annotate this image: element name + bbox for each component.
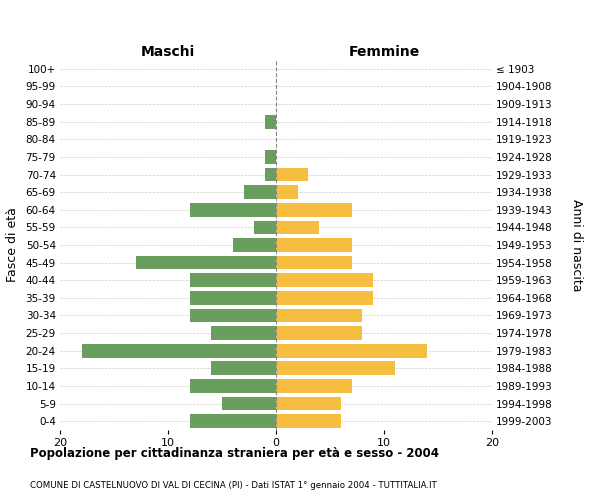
- Bar: [276, 274, 373, 287]
- Bar: [276, 326, 362, 340]
- Bar: [276, 362, 395, 375]
- Y-axis label: Fasce di età: Fasce di età: [5, 208, 19, 282]
- Bar: [211, 326, 276, 340]
- Bar: [265, 115, 276, 128]
- Text: Maschi: Maschi: [141, 45, 195, 59]
- Bar: [190, 379, 276, 393]
- Text: COMUNE DI CASTELNUOVO DI VAL DI CECINA (PI) - Dati ISTAT 1° gennaio 2004 - TUTTI: COMUNE DI CASTELNUOVO DI VAL DI CECINA (…: [30, 480, 437, 490]
- Legend: Stranieri, Straniere: Stranieri, Straniere: [188, 0, 364, 6]
- Bar: [190, 203, 276, 216]
- Bar: [265, 168, 276, 181]
- Bar: [276, 238, 352, 252]
- Bar: [276, 203, 352, 216]
- Bar: [276, 220, 319, 234]
- Bar: [211, 362, 276, 375]
- Bar: [190, 274, 276, 287]
- Y-axis label: Anni di nascita: Anni di nascita: [569, 198, 583, 291]
- Bar: [190, 308, 276, 322]
- Bar: [265, 150, 276, 164]
- Bar: [276, 308, 362, 322]
- Bar: [276, 291, 373, 304]
- Text: Popolazione per cittadinanza straniera per età e sesso - 2004: Popolazione per cittadinanza straniera p…: [30, 448, 439, 460]
- Bar: [276, 256, 352, 270]
- Text: Femmine: Femmine: [349, 45, 419, 59]
- Bar: [222, 396, 276, 410]
- Bar: [276, 186, 298, 199]
- Bar: [136, 256, 276, 270]
- Bar: [276, 344, 427, 358]
- Bar: [276, 414, 341, 428]
- Bar: [276, 379, 352, 393]
- Bar: [276, 396, 341, 410]
- Bar: [276, 168, 308, 181]
- Bar: [82, 344, 276, 358]
- Bar: [233, 238, 276, 252]
- Bar: [190, 414, 276, 428]
- Bar: [254, 220, 276, 234]
- Bar: [244, 186, 276, 199]
- Bar: [190, 291, 276, 304]
